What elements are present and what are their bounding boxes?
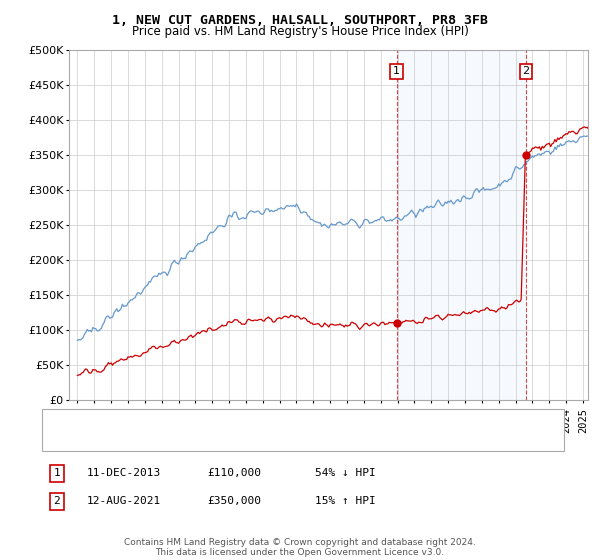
- Text: 1: 1: [393, 67, 400, 76]
- Text: £350,000: £350,000: [207, 496, 261, 506]
- Text: Price paid vs. HM Land Registry's House Price Index (HPI): Price paid vs. HM Land Registry's House …: [131, 25, 469, 38]
- Text: 54% ↓ HPI: 54% ↓ HPI: [315, 468, 376, 478]
- Text: HPI: Average price, detached house, West Lancashire: HPI: Average price, detached house, West…: [111, 437, 389, 446]
- Text: ─────: ─────: [60, 414, 97, 427]
- Text: 1: 1: [53, 468, 61, 478]
- Text: 2: 2: [523, 67, 530, 76]
- Text: 11-DEC-2013: 11-DEC-2013: [87, 468, 161, 478]
- Bar: [397, 50, 526, 400]
- Text: £110,000: £110,000: [207, 468, 261, 478]
- Text: 1, NEW CUT GARDENS, HALSALL, SOUTHPORT, PR8 3FB: 1, NEW CUT GARDENS, HALSALL, SOUTHPORT, …: [112, 14, 488, 27]
- Text: 2: 2: [53, 496, 61, 506]
- Text: ─────: ─────: [60, 435, 97, 448]
- Text: 1, NEW CUT GARDENS, HALSALL, SOUTHPORT, PR8 3FB (detached house): 1, NEW CUT GARDENS, HALSALL, SOUTHPORT, …: [111, 416, 495, 426]
- Text: 12-AUG-2021: 12-AUG-2021: [87, 496, 161, 506]
- Text: 15% ↑ HPI: 15% ↑ HPI: [315, 496, 376, 506]
- Text: Contains HM Land Registry data © Crown copyright and database right 2024.
This d: Contains HM Land Registry data © Crown c…: [124, 538, 476, 557]
